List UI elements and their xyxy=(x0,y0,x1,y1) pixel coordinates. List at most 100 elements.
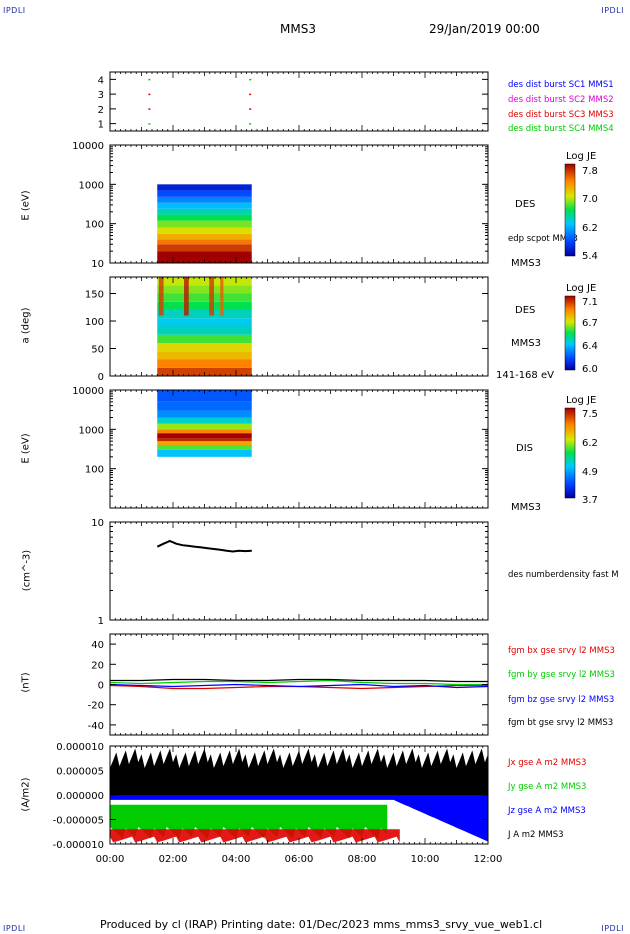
density-ytick-label: 1 xyxy=(98,616,104,627)
legend-density: des numberdensity fast M xyxy=(508,570,619,580)
label-des-2: DES xyxy=(515,305,536,316)
legend-jx: Jx gse A m2 MMS3 xyxy=(508,758,587,768)
pitch-angle-ytick-label: 0 xyxy=(98,372,104,383)
label-mms3-a: MMS3 xyxy=(511,258,541,269)
dis-energy-ytick-label: 1000 xyxy=(79,425,104,436)
xtick-label: 12:00 xyxy=(474,854,503,865)
des-energy-band xyxy=(157,208,252,215)
cb1-tick-1: 7.0 xyxy=(582,194,598,205)
current-ytick-label: -0.000005 xyxy=(53,816,104,827)
label-edp-scpot: edp scpot MMS3 xyxy=(508,234,578,244)
pitch-angle-band xyxy=(157,334,252,343)
density-ytick-label: 10 xyxy=(91,518,104,529)
des-energy-band xyxy=(157,220,252,228)
legend-jy: Jy gse A m2 MMS3 xyxy=(508,782,587,792)
dis-energy-ytick-label: 10000 xyxy=(72,386,104,397)
availability-ytick-label: 2 xyxy=(98,105,104,116)
dis-energy-band xyxy=(157,401,252,411)
availability-ytick-label: 3 xyxy=(98,90,104,101)
panel-frame-0 xyxy=(109,71,489,132)
availability-point xyxy=(148,123,151,125)
xtick-label: 00:00 xyxy=(96,854,125,865)
availability-point xyxy=(148,93,151,96)
des-energy-band xyxy=(157,233,252,240)
pitch-angle-band xyxy=(157,277,252,286)
des-energy-band xyxy=(157,239,252,245)
magnetic-field-ytick-label: 20 xyxy=(91,660,104,671)
panel-frame-4 xyxy=(109,521,489,621)
dis-energy-band xyxy=(157,423,252,430)
legend-mms1: des dist burst SC1 MMS1 xyxy=(508,80,614,90)
availability-ytick-label: 4 xyxy=(98,75,104,86)
des-energy-ytick-label: 100 xyxy=(85,220,104,231)
cb3-tick-2: 4.9 xyxy=(582,467,598,478)
pitch-angle-band xyxy=(157,343,252,352)
colorbar-pitch-angle xyxy=(564,295,576,371)
spacecraft-title: MMS3 xyxy=(280,22,316,36)
corner-label-top-left: IPDLI xyxy=(3,6,26,15)
des-energy-band xyxy=(157,202,252,209)
pitch-angle-band xyxy=(157,326,252,335)
label-mms3-c: MMS3 xyxy=(511,502,541,513)
xtick-label: 06:00 xyxy=(285,854,314,865)
cb2-tick-1: 6.7 xyxy=(582,318,598,329)
availability-point xyxy=(249,93,252,96)
des-energy-ytick-label: 10000 xyxy=(72,141,104,152)
label-dis: DIS xyxy=(516,443,533,454)
dis-energy-ytick-label: 100 xyxy=(85,465,104,476)
magnetic-field-ytick-label: -40 xyxy=(88,721,104,732)
current-jz-area xyxy=(110,795,488,842)
footer-credit: Produced by cl (IRAP) Printing date: 01/… xyxy=(100,918,543,931)
legend-mms4: des dist burst SC4 MMS4 xyxy=(508,124,614,134)
availability-point xyxy=(148,78,151,81)
pitch-angle-band xyxy=(157,367,252,376)
dis-energy-band xyxy=(157,390,252,402)
magnetic-field-ytick-label: -20 xyxy=(88,701,104,712)
cb1-tick-3: 5.4 xyxy=(582,251,598,262)
dis-energy-band xyxy=(157,417,252,424)
panel-frame-5 xyxy=(109,633,489,736)
field-line-3 xyxy=(110,678,488,683)
pitch-angle-band xyxy=(157,318,252,327)
corner-label-bottom-left: IPDLI xyxy=(3,924,26,933)
magnetic-field-ytick-label: 40 xyxy=(91,640,104,651)
corner-label-top-right: IPDLI xyxy=(601,6,624,15)
pitch-angle-band xyxy=(157,351,252,360)
xtick-label: 08:00 xyxy=(348,854,377,865)
pitch-angle-stripe xyxy=(158,277,164,316)
pitch-angle-band xyxy=(157,301,252,310)
current-jx-area xyxy=(110,829,400,843)
cb3-tick-0: 7.5 xyxy=(582,409,598,420)
pitch-angle-stripe xyxy=(209,277,214,316)
legend-jz: Jz gse A m2 MMS3 xyxy=(508,806,586,816)
legend-by: fgm by gse srvy l2 MMS3 xyxy=(508,670,615,680)
des-energy-band xyxy=(157,251,252,263)
cb2-tick-2: 6.4 xyxy=(582,341,598,352)
availability-ytick-label: 1 xyxy=(98,120,104,131)
xtick-label: 04:00 xyxy=(222,854,251,865)
availability-point xyxy=(148,108,151,110)
label-des: DES xyxy=(515,199,536,210)
des-energy-band xyxy=(157,244,252,252)
legend-mms3: des dist burst SC3 MMS3 xyxy=(508,110,614,120)
xtick-label: 02:00 xyxy=(159,854,188,865)
dis-energy-band xyxy=(157,410,252,418)
label-mms3-b: MMS3 xyxy=(511,338,541,349)
field-line-2 xyxy=(109,683,489,689)
date-title: 29/Jan/2019 00:00 xyxy=(429,22,540,36)
current-ytick-label: -0.000010 xyxy=(53,840,104,851)
des-energy-ytick-label: 10 xyxy=(91,259,104,270)
field-line-1 xyxy=(109,679,488,686)
des-energy-band xyxy=(157,184,252,191)
cb3-tick-3: 3.7 xyxy=(582,495,598,506)
legend-j: J A m2 MMS3 xyxy=(508,830,564,840)
current-ytick-label: 0.000010 xyxy=(56,742,104,753)
magnetic-field-ytick-label: 0 xyxy=(98,681,104,692)
cb1-tick-2: 6.2 xyxy=(582,223,598,234)
cb3-tick-1: 6.2 xyxy=(582,438,598,449)
pitch-angle-band xyxy=(157,285,252,294)
legend-bt: fgm bt gse srvy l2 MMS3 xyxy=(508,718,614,728)
dis-energy-band xyxy=(157,449,252,457)
pitch-angle-band xyxy=(157,359,252,368)
